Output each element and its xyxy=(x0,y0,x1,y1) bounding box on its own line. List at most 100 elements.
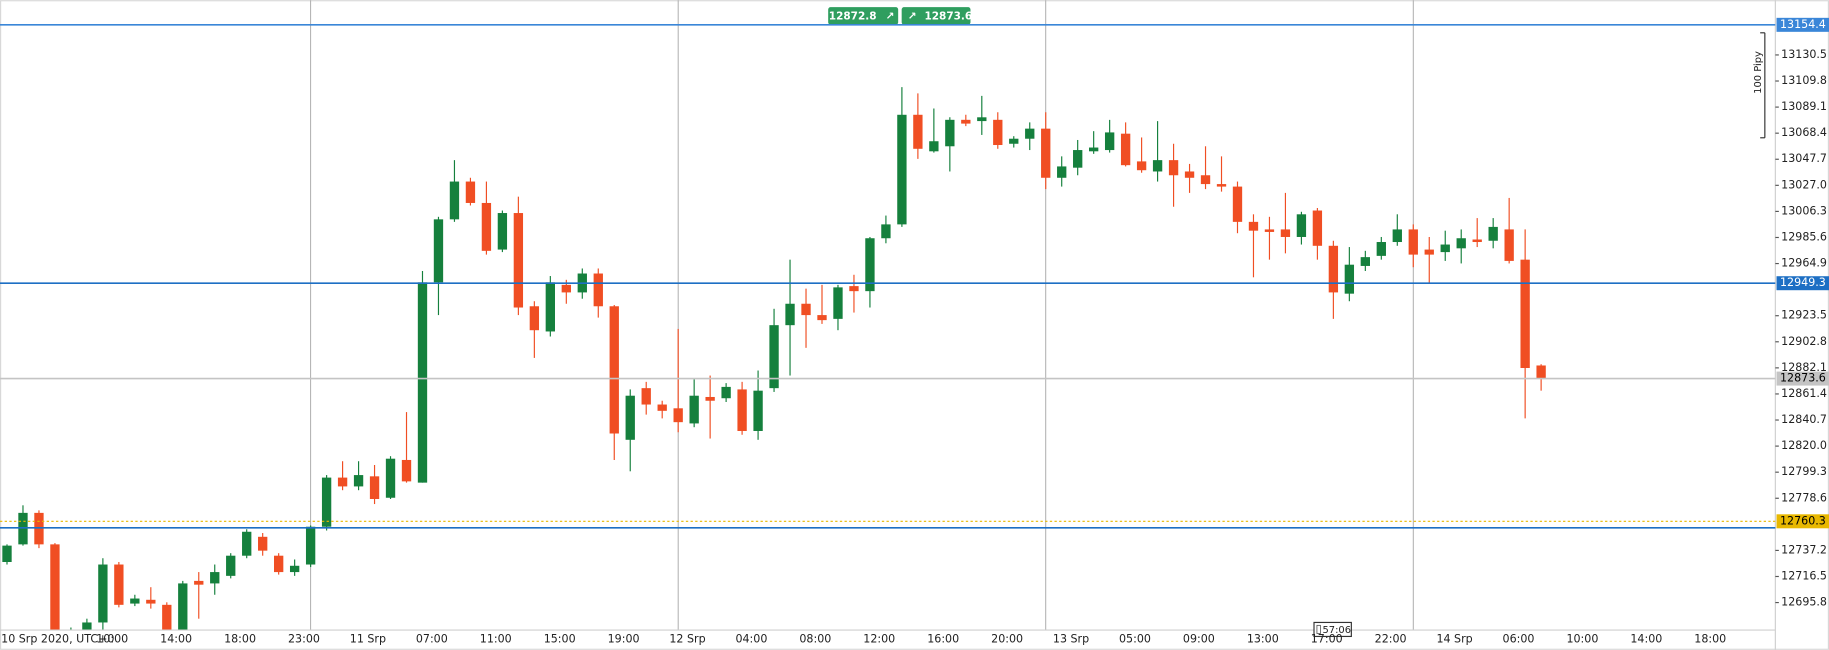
candle-body xyxy=(673,408,683,423)
candle-body xyxy=(1057,166,1067,178)
countdown-icon xyxy=(1316,624,1321,634)
x-tick-label: 15:00 xyxy=(544,632,576,645)
candle-body xyxy=(817,315,827,321)
bid-price: 12872.8 xyxy=(829,10,877,22)
x-tick-label: 22:00 xyxy=(1375,632,1407,645)
candle-body xyxy=(1025,128,1035,139)
x-tick-label: 12 Srp xyxy=(669,632,705,645)
x-tick-label: 07:00 xyxy=(416,632,448,645)
range-label: 100 Pipy xyxy=(1753,51,1764,94)
candle-body xyxy=(1504,229,1514,261)
quote-badges[interactable]: 12872.8 ↗ ↗ 12873.6 xyxy=(828,7,972,25)
y-tick-label: 12716.5 xyxy=(1781,569,1827,582)
candle-body xyxy=(50,544,60,631)
y-tick-label: 13006.3 xyxy=(1781,204,1827,217)
ask-badge[interactable] xyxy=(901,7,971,25)
price-level-label: 12949.3 xyxy=(1780,276,1826,289)
candle-body xyxy=(449,181,460,220)
candle-body xyxy=(913,114,923,149)
x-tick-label: 11:00 xyxy=(480,632,512,645)
candle-body xyxy=(641,388,651,405)
candle-body xyxy=(1360,257,1371,266)
candle-body xyxy=(1104,132,1115,151)
candle-body xyxy=(146,599,156,604)
bid-arrow: ↗ xyxy=(886,10,895,22)
candle-body xyxy=(1536,365,1546,379)
price-level-tag xyxy=(1776,514,1829,529)
x-tick-label: 05:00 xyxy=(1119,632,1151,645)
ask-arrow: ↗ xyxy=(908,10,917,22)
candle-body xyxy=(849,286,859,292)
bid-badge[interactable] xyxy=(828,7,899,25)
x-tick-label: 06:00 xyxy=(1503,632,1535,645)
candle-body xyxy=(977,117,987,122)
candle-body xyxy=(433,219,444,283)
x-tick-label: 18:00 xyxy=(224,632,256,645)
y-tick-label: 12778.6 xyxy=(1781,491,1827,504)
candle-body xyxy=(1472,239,1482,243)
y-tick-label: 12902.8 xyxy=(1781,335,1827,348)
candle-body xyxy=(242,531,252,556)
price-level-tag xyxy=(1776,276,1829,291)
candle-body xyxy=(1280,229,1291,237)
candle-body xyxy=(1344,264,1355,294)
price-level-tag xyxy=(1776,17,1829,32)
candle-body xyxy=(98,564,108,623)
candle-body xyxy=(130,598,140,604)
candle-body xyxy=(513,213,524,308)
y-tick-label: 13068.4 xyxy=(1781,126,1827,139)
candle-body xyxy=(1296,214,1307,237)
x-tick-label: 18:00 xyxy=(1694,632,1726,645)
candle-body xyxy=(481,202,492,251)
y-tick-label: 12882.1 xyxy=(1781,361,1827,374)
ask-price: 12873.6 xyxy=(924,10,972,22)
candle-body xyxy=(1232,186,1243,222)
x-tick-label: 11 Srp xyxy=(350,632,386,645)
candle-body xyxy=(1488,226,1498,241)
price-level-label: 12873.6 xyxy=(1780,372,1826,385)
candle-body xyxy=(2,545,12,563)
candle-body xyxy=(737,389,747,431)
candle-body xyxy=(194,580,204,585)
x-tick-label: 10:00 xyxy=(1566,632,1598,645)
y-tick-label: 12985.6 xyxy=(1781,230,1827,243)
x-tick-label: 12:00 xyxy=(863,632,895,645)
x-tick-label: 14:00 xyxy=(1630,632,1662,645)
candle-body xyxy=(82,622,92,631)
range-bracket: 100 Pipy xyxy=(1753,32,1766,139)
candle-body xyxy=(369,476,380,500)
candle-body xyxy=(465,181,476,203)
candle-body xyxy=(545,282,555,332)
y-tick-label: 13047.7 xyxy=(1781,152,1827,165)
candle-body xyxy=(1152,160,1163,172)
candle-body xyxy=(1456,238,1466,249)
y-tick-label: 13109.8 xyxy=(1781,74,1827,87)
x-tick-label: 13:00 xyxy=(1247,632,1279,645)
candle-body xyxy=(1408,229,1418,255)
candle-body xyxy=(657,404,667,411)
candle-body xyxy=(1520,259,1530,368)
candle-body xyxy=(561,284,571,293)
candle-body xyxy=(1041,128,1051,178)
candle-body xyxy=(721,386,731,399)
candle-body xyxy=(689,395,699,424)
candle-body xyxy=(1392,229,1402,243)
candle-body xyxy=(385,458,396,498)
y-tick-label: 12923.5 xyxy=(1781,309,1827,322)
candle-body xyxy=(1136,161,1147,171)
candle-body xyxy=(1168,160,1179,176)
candle-body xyxy=(753,390,763,431)
candle-body xyxy=(705,396,715,401)
y-tick-label: 12737.2 xyxy=(1781,543,1827,556)
candle-body xyxy=(1184,171,1195,178)
candle-body xyxy=(321,477,332,527)
candle-body xyxy=(162,604,172,631)
candle-body xyxy=(529,306,540,331)
candle-body xyxy=(1009,138,1019,144)
candle-body xyxy=(769,325,779,389)
candle-body xyxy=(593,273,603,307)
x-tick-label: 16:00 xyxy=(927,632,959,645)
candle-body xyxy=(1440,244,1450,253)
